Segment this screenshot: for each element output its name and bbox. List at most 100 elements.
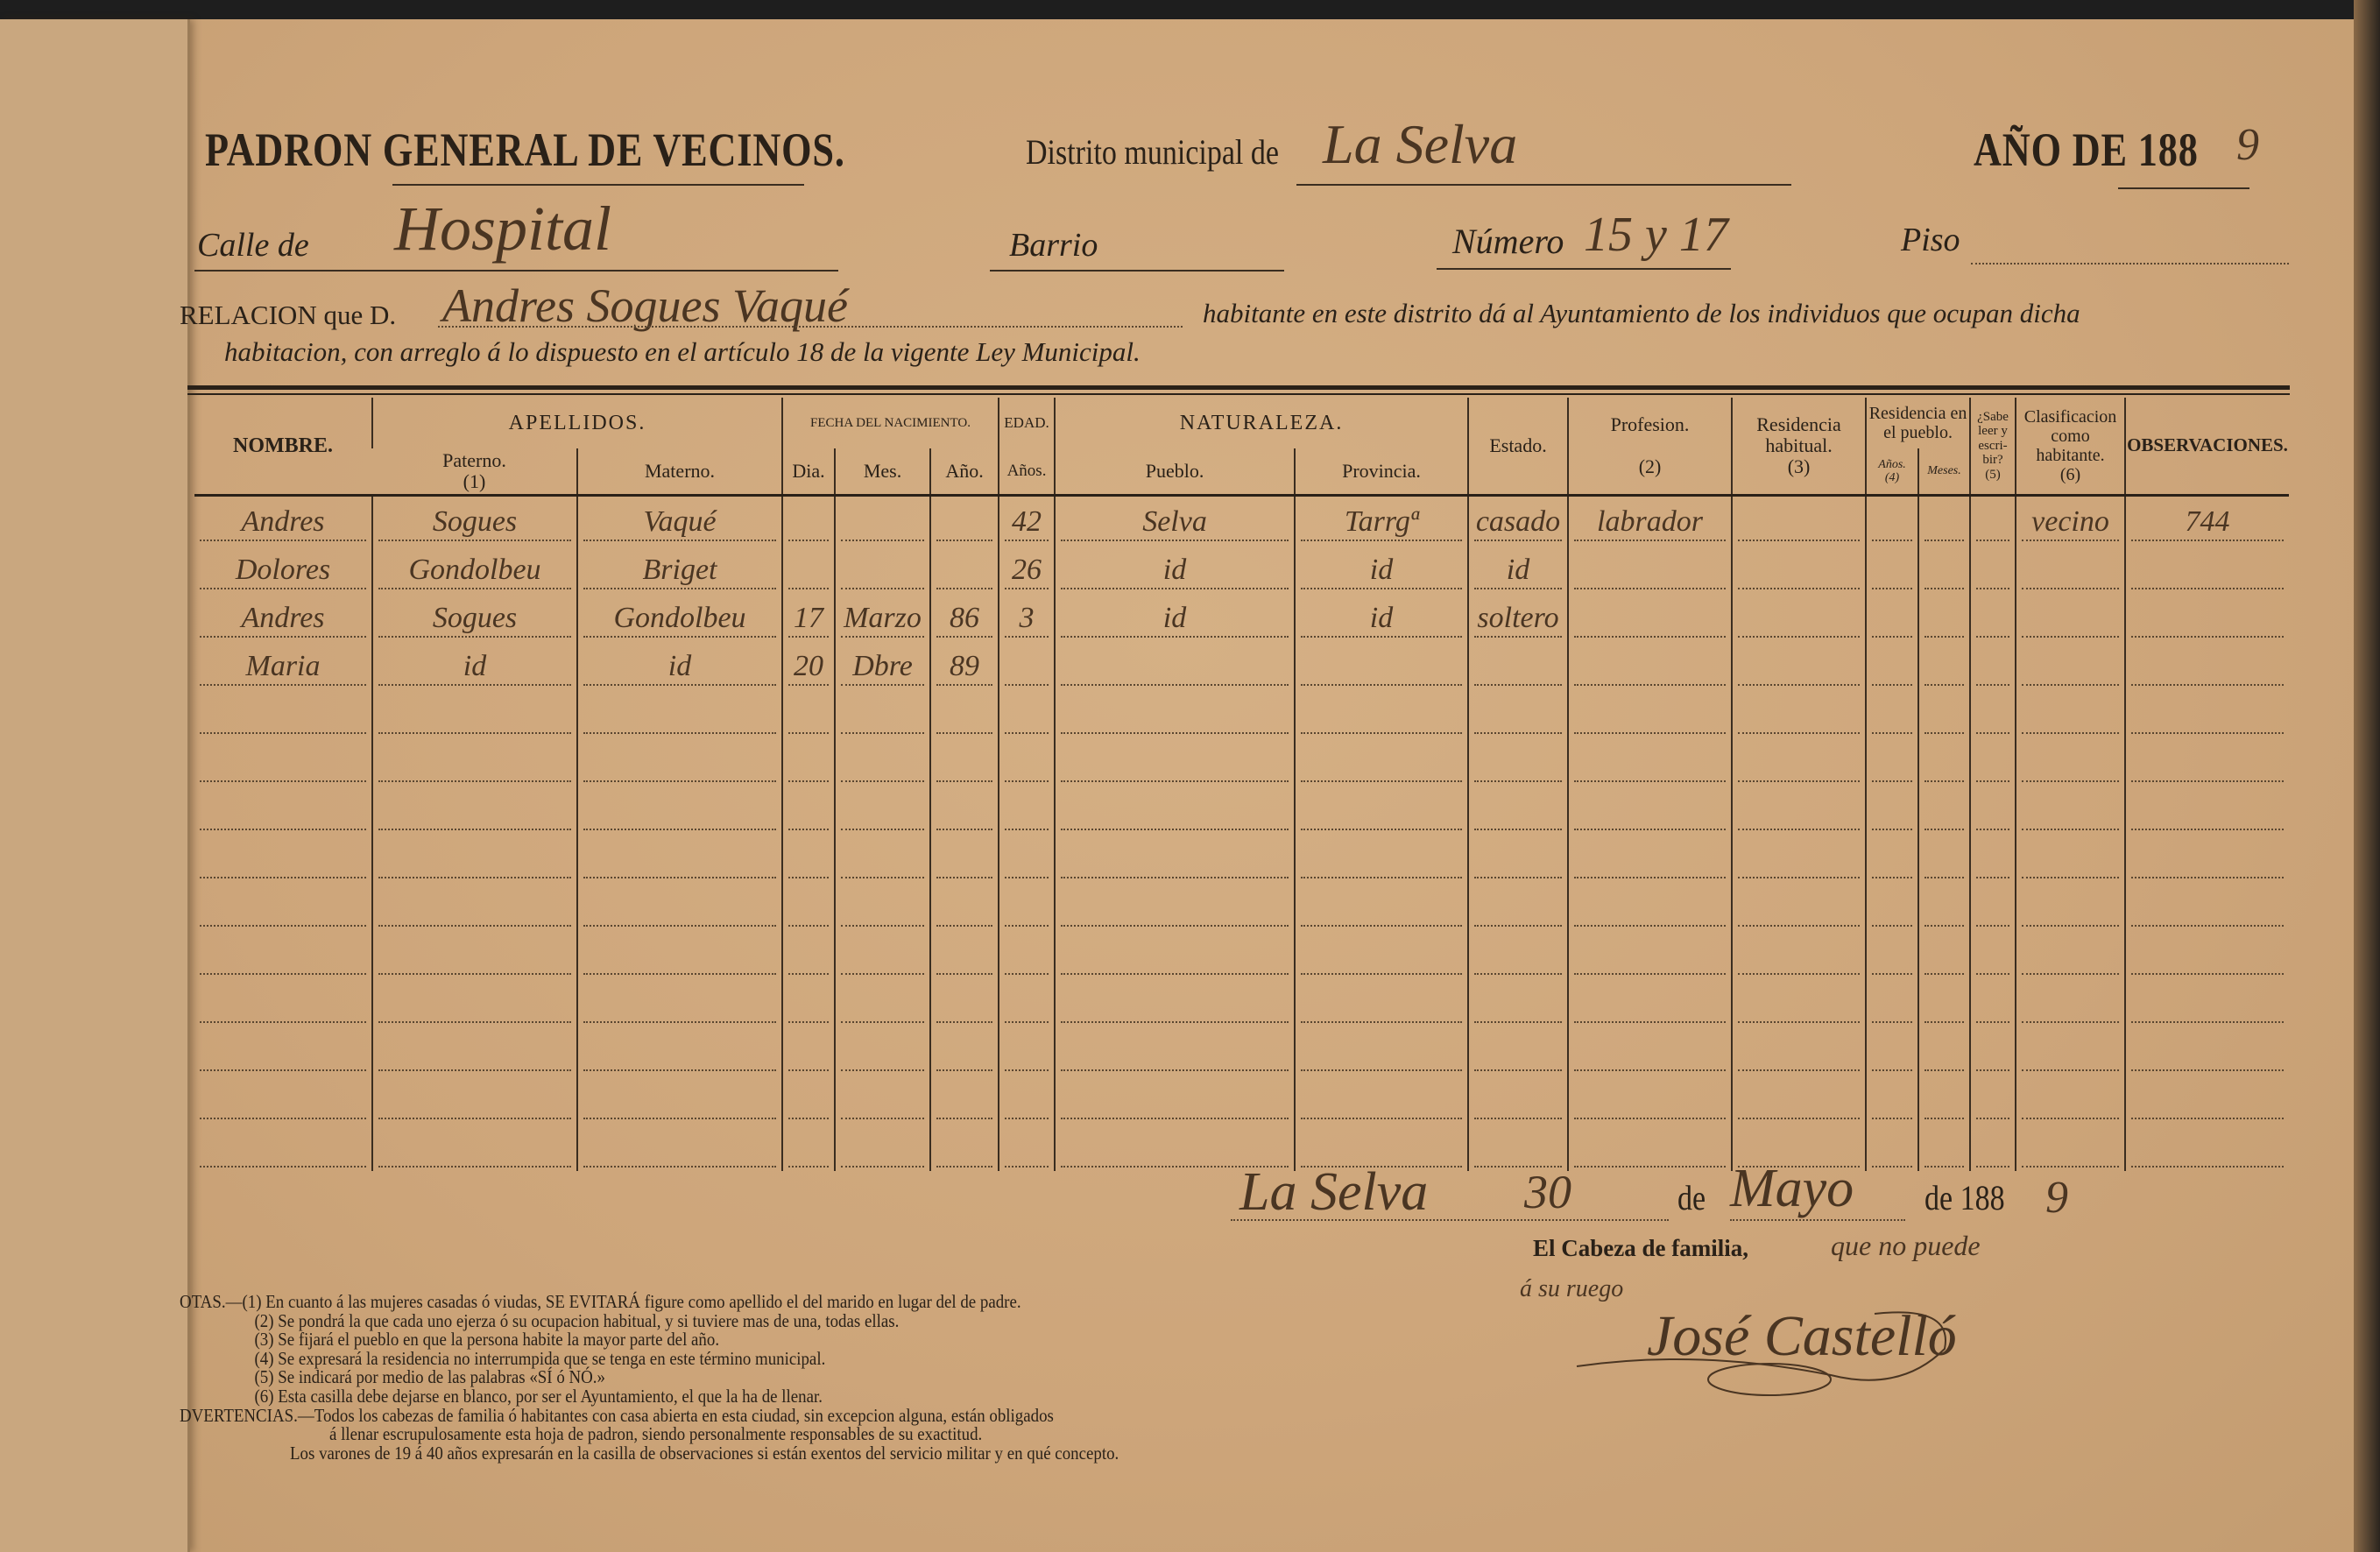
table-cell	[576, 689, 783, 737]
cell-value: 744	[2131, 501, 2285, 541]
table-cell	[371, 737, 577, 786]
cell-value	[1061, 790, 1289, 830]
table-cell	[834, 545, 931, 593]
table-cell	[2015, 545, 2126, 593]
cell-value	[378, 983, 571, 1023]
table-cell	[1294, 641, 1469, 689]
cell-value	[936, 742, 993, 782]
table-cell	[781, 545, 836, 593]
cell-value	[1924, 501, 1965, 541]
cabeza-label: El Cabeza de familia,	[1533, 1235, 1748, 1261]
note-line: (6) Esta casilla debe dejarse en blanco,…	[254, 1385, 823, 1407]
cell-value	[1872, 1079, 1913, 1119]
cell-value	[583, 742, 777, 782]
table-row	[194, 882, 2290, 930]
table-cell	[1969, 495, 2016, 545]
cell-value: 3	[1005, 597, 1049, 638]
table-cell	[1467, 834, 1569, 882]
profesion-label: Profesion.	[1610, 413, 1690, 435]
table-cell	[1567, 1123, 1733, 1171]
table-cell	[2015, 737, 2126, 786]
cell-value	[936, 549, 993, 589]
cell-value	[1738, 549, 1861, 589]
cell-value	[936, 1127, 993, 1168]
table-cell	[1294, 1026, 1469, 1075]
table-cell	[1865, 930, 1919, 978]
table-cell	[1294, 1123, 1469, 1171]
note-line: (4) Se expresará la residencia no interr…	[254, 1347, 826, 1369]
res-anos-label: Años.	[1878, 457, 1906, 471]
cell-value	[1474, 790, 1563, 830]
table-row	[194, 1075, 2290, 1123]
table-cell	[1917, 1026, 1971, 1075]
cell-value	[1474, 1127, 1563, 1168]
table-cell	[1467, 930, 1569, 978]
cell-value	[1976, 597, 2010, 638]
profesion-note: (2)	[1638, 455, 1662, 478]
table-cell	[1969, 593, 2016, 641]
table-row	[194, 930, 2290, 978]
cell-value	[1574, 1031, 1727, 1071]
table-cell	[781, 1026, 836, 1075]
table-cell	[998, 930, 1056, 978]
table-cell	[1865, 834, 1919, 882]
table-cell	[1865, 1075, 1919, 1123]
cell-value	[1924, 935, 1965, 975]
cell-value	[2131, 935, 2285, 975]
cell-value	[1301, 935, 1463, 975]
cell-value	[841, 1031, 925, 1071]
table-cell	[1917, 1123, 1971, 1171]
table-cell	[371, 786, 577, 834]
table-cell	[1294, 786, 1469, 834]
table-cell	[2015, 930, 2126, 978]
table-cell	[1567, 689, 1733, 737]
footer-year-handwritten: 9	[2045, 1173, 2068, 1223]
table-cell	[194, 786, 372, 834]
footer-month: Mayo	[1730, 1159, 1854, 1218]
table-cell: Dolores	[194, 545, 372, 593]
table-cell	[1731, 1026, 1867, 1075]
cell-value	[1574, 549, 1727, 589]
table-cell	[1731, 545, 1867, 593]
cell-value	[1474, 694, 1563, 734]
cell-value	[1924, 790, 1965, 830]
cell-value	[936, 886, 993, 927]
cell-value	[1474, 983, 1563, 1023]
cell-value	[2131, 790, 2285, 830]
table-row	[194, 1123, 2290, 1171]
cell-value	[1061, 935, 1289, 975]
table-cell	[2015, 689, 2126, 737]
cell-value	[1976, 742, 2010, 782]
table-cell	[371, 978, 577, 1026]
table-cell	[194, 1075, 372, 1123]
cell-value: id	[1061, 549, 1289, 589]
table-cell	[194, 689, 372, 737]
col-pueblo: Pueblo.	[1054, 448, 1296, 497]
table-cell	[1731, 641, 1867, 689]
cell-value: Selva	[1061, 501, 1289, 541]
table-cell	[998, 834, 1056, 882]
table-cell	[2124, 593, 2290, 641]
cell-value	[1976, 1079, 2010, 1119]
table-cell: 17	[781, 593, 836, 641]
cell-value	[788, 983, 830, 1023]
table-cell	[1467, 786, 1569, 834]
cell-value	[1061, 742, 1289, 782]
table-cell	[1969, 1075, 2016, 1123]
cell-value	[1924, 886, 1965, 927]
cell-value	[1872, 501, 1913, 541]
cell-value	[1738, 983, 1861, 1023]
table-cell: id	[371, 641, 577, 689]
table-cell	[1467, 1123, 1569, 1171]
cell-value	[936, 983, 993, 1023]
table-cell	[1917, 882, 1971, 930]
cell-value	[1738, 1031, 1861, 1071]
cell-value	[2131, 549, 2285, 589]
table-row	[194, 978, 2290, 1026]
cell-value	[841, 501, 925, 541]
table-cell	[576, 882, 783, 930]
cell-value: 86	[936, 597, 993, 638]
cell-value	[788, 1079, 830, 1119]
cell-value: 42	[1005, 501, 1049, 541]
table-cell	[194, 978, 372, 1026]
